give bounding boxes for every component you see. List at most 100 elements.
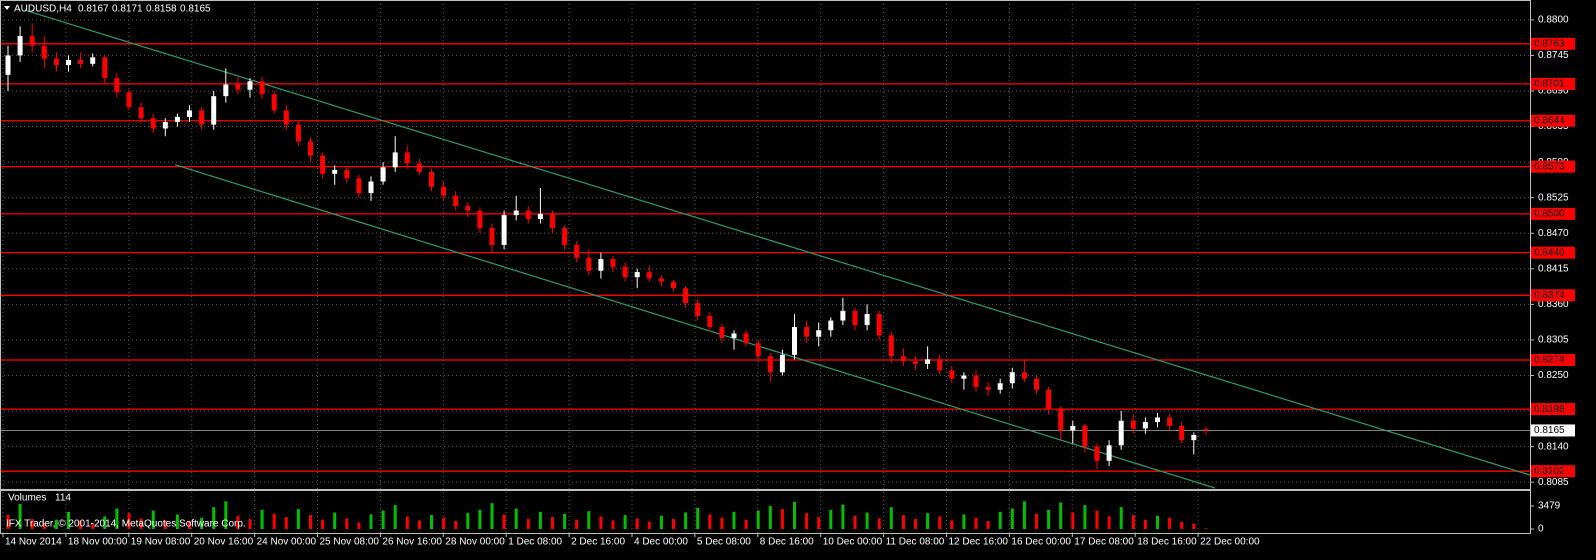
- trendline: [24, 9, 1531, 476]
- candle-body: [1046, 389, 1052, 410]
- candle-body: [114, 78, 120, 93]
- level-label-box: [1531, 246, 1575, 259]
- candle-body: [150, 118, 156, 129]
- candle-body: [888, 335, 894, 357]
- y-tick-label: 0.8250: [1538, 370, 1569, 381]
- candle-body: [707, 316, 713, 327]
- level-label-box: [1531, 403, 1575, 416]
- candle-body: [332, 169, 338, 174]
- candle-body: [671, 281, 676, 289]
- header-open: 0.8167: [78, 4, 109, 15]
- candle-body: [5, 55, 11, 75]
- candle-body: [985, 387, 991, 390]
- overlay: 0.88000.87450.86900.86350.85800.85250.84…: [0, 0, 1575, 548]
- candle-body: [1130, 420, 1136, 429]
- x-tick-label: 14 Nov 2014: [5, 537, 62, 548]
- menu-arrow: [4, 6, 10, 10]
- candle-body: [646, 272, 652, 279]
- candle-body: [767, 356, 773, 373]
- header-close: 0.8165: [180, 4, 211, 15]
- x-tick-label: 18 Dec 16:00: [1137, 537, 1197, 548]
- candle-body: [138, 107, 144, 119]
- candle-body: [525, 210, 531, 220]
- candle-body: [78, 59, 84, 64]
- candle-body: [550, 213, 555, 229]
- candle-body: [852, 310, 858, 326]
- price-pane-frame: [0, 0, 1531, 490]
- candle-body: [211, 96, 217, 125]
- header-high: 0.8171: [112, 4, 143, 15]
- volume-tick-label: 0: [1538, 524, 1544, 535]
- x-tick-label: 4 Dec 00:00: [634, 537, 688, 548]
- candle-body: [489, 228, 495, 245]
- grid: [0, 0, 1530, 533]
- candle-body: [997, 383, 1003, 390]
- level-label: 0.8500: [1534, 208, 1565, 219]
- copyright: IFX Trader, © 2001-2014, MetaQuotes Soft…: [6, 519, 246, 530]
- volume-pane-frame: [0, 490, 1531, 534]
- candle-body: [1070, 425, 1076, 431]
- candle-body: [537, 213, 543, 220]
- x-tick-label: 22 Dec 00:00: [1200, 537, 1260, 548]
- x-tick-label: 8 Dec 16:00: [760, 537, 814, 548]
- candle-body: [1142, 422, 1148, 429]
- x-tick-label: 10 Dec 00:00: [823, 537, 883, 548]
- x-tick-label: 19 Nov 08:00: [131, 537, 191, 548]
- candle-body: [574, 244, 580, 258]
- candle-body: [29, 36, 35, 46]
- candle-body: [174, 116, 180, 123]
- y-tick-label: 0.8745: [1538, 50, 1569, 61]
- candle-body: [441, 186, 447, 196]
- level-label: 0.8644: [1534, 115, 1565, 126]
- candle-body: [840, 310, 846, 321]
- candle-body: [1203, 429, 1209, 431]
- symbol: AUDUSD,H4: [14, 4, 72, 15]
- x-tick-label: 24 Nov 00:00: [257, 537, 317, 548]
- candle-body: [223, 84, 229, 97]
- level-label: 0.8440: [1534, 247, 1565, 258]
- candle-body: [743, 333, 749, 344]
- level-label-box: [1531, 353, 1575, 366]
- candle-body: [187, 110, 192, 117]
- x-tick-label: 16 Dec 00:00: [1011, 537, 1071, 548]
- x-tick-label: 28 Nov 00:00: [445, 537, 505, 548]
- y-tick-label: 0.8525: [1538, 192, 1569, 203]
- candle-body: [876, 314, 882, 336]
- candle-body: [804, 327, 810, 337]
- x-tick-label: 12 Dec 16:00: [949, 537, 1009, 548]
- y-tick-label: 0.8470: [1538, 228, 1569, 239]
- candle-body: [295, 124, 301, 142]
- candle-body: [66, 59, 71, 66]
- candle-body: [1155, 417, 1160, 423]
- candle-body: [1009, 372, 1015, 384]
- level-label-box: [1531, 77, 1575, 90]
- candle-body: [913, 361, 918, 364]
- candle-body: [1021, 372, 1027, 379]
- candle-body: [731, 333, 737, 338]
- candle-body: [816, 330, 822, 337]
- x-tick-label: 2 Dec 16:00: [571, 537, 625, 548]
- y-tick-label: 0.8690: [1538, 86, 1569, 97]
- level-label: 0.8198: [1534, 404, 1565, 415]
- candle-body: [416, 163, 422, 172]
- candle-body: [695, 303, 701, 317]
- candle-body: [501, 215, 507, 245]
- level-label-box: [1531, 160, 1575, 173]
- y-tick-label: 0.8305: [1538, 335, 1569, 346]
- candle-body: [356, 178, 362, 194]
- candle-body: [308, 141, 313, 156]
- candle-body: [1106, 445, 1112, 461]
- candle-body: [755, 343, 761, 357]
- level-label-box: [1531, 37, 1575, 50]
- candle-body: [634, 272, 640, 278]
- candle-body: [1191, 434, 1197, 441]
- candle-body: [102, 57, 108, 79]
- candle-body: [404, 152, 410, 164]
- candle-body: [658, 278, 664, 282]
- x-tick-label: 1 Dec 08:00: [508, 537, 562, 548]
- x-tick-label: 26 Nov 16:00: [382, 537, 442, 548]
- candle-body: [1082, 425, 1088, 447]
- level-label: 0.8102: [1534, 466, 1565, 477]
- volume-title: Volumes: [8, 493, 46, 504]
